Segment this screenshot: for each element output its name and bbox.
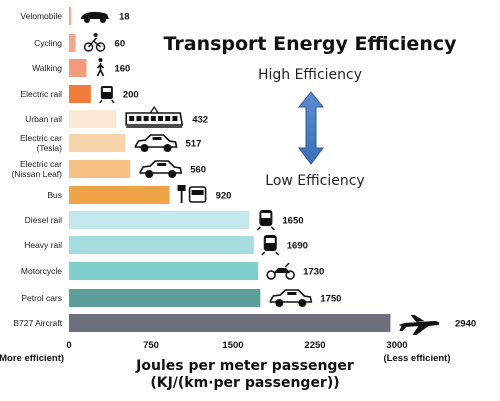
low-efficiency-label: Low Efficiency xyxy=(265,173,364,189)
high-efficiency-label: High Efficiency xyxy=(258,67,362,83)
motorcycle-icon xyxy=(266,262,295,280)
category-label-electric-car-tesla: Electric car xyxy=(20,133,62,143)
chart-title: Transport Energy Efficiency xyxy=(164,33,458,55)
value-label-cycling: 60 xyxy=(115,39,126,50)
bar-bus xyxy=(69,186,170,204)
category-label-walking: Walking xyxy=(32,63,62,73)
more-efficient-note: (More efficient) xyxy=(0,353,64,364)
category-label-petrol-cars: Petrol cars xyxy=(21,293,62,303)
value-label-bus: 920 xyxy=(216,191,232,202)
x-axis-label-line2: (KJ/(km·per passenger)) xyxy=(150,375,339,391)
category-label-heavy-rail: Heavy rail xyxy=(24,240,62,250)
bar-diesel-rail xyxy=(69,211,250,229)
category-labels-layer: Velomobile Cycling Walking Electric rail Urb… xyxy=(11,11,62,328)
value-label-electric-car-nissan-leaf: 560 xyxy=(190,165,206,176)
value-label-electric-rail: 200 xyxy=(123,90,139,101)
category-label-bus: Bus xyxy=(47,190,62,200)
x-axis-ticks-layer: 0 750 1500 2250 3000 xyxy=(66,340,407,351)
category-label-b727-aircraft: B727 Aircraft xyxy=(13,318,62,328)
category-label-diesel-rail: Diesel rail xyxy=(25,215,62,225)
category-label-electric-car-nissan-leaf: Electric car xyxy=(20,159,62,169)
bar-electric-car-tesla xyxy=(69,134,126,152)
bar-velomobile xyxy=(69,7,71,25)
value-label-petrol-cars: 1750 xyxy=(320,294,341,305)
bar-urban-rail xyxy=(69,110,117,128)
x-tick-0: 0 xyxy=(66,340,71,351)
bicycle-icon xyxy=(83,33,106,52)
bar-walking xyxy=(69,59,87,77)
value-label-heavy-rail: 1690 xyxy=(287,241,308,252)
value-label-urban-rail: 432 xyxy=(192,115,208,126)
velomobile-icon xyxy=(80,11,109,23)
pedestrian-icon xyxy=(96,58,105,77)
value-label-b727-aircraft: 2940 xyxy=(455,319,476,330)
x-tick-750: 750 xyxy=(143,340,159,351)
less-efficient-note: (Less efficient) xyxy=(383,353,450,364)
tram-icon xyxy=(125,105,184,128)
x-tick-1500: 1500 xyxy=(222,340,243,351)
car-icon xyxy=(269,289,313,307)
value-label-motorcycle: 1730 xyxy=(303,267,324,278)
category-label-cycling: Cycling xyxy=(34,38,62,48)
x-tick-2250: 2250 xyxy=(304,340,325,351)
category-label-velomobile: Velomobile xyxy=(20,11,62,21)
bar-motorcycle xyxy=(69,262,259,280)
category-label-electric-rail: Electric rail xyxy=(20,89,62,99)
category-label-electric-car-tesla-line2: (Tesla) xyxy=(36,143,62,153)
bar-b727-aircraft xyxy=(69,314,391,332)
category-label-electric-car-nissan-leaf-line2: (Nissan Leaf) xyxy=(11,169,62,179)
train-icon xyxy=(261,235,280,256)
bars-layer xyxy=(69,7,391,332)
value-labels-layer: 18 60 160 200 432 517 560 920 1650 1690 1730 1750 29… xyxy=(114,12,476,330)
value-label-walking: 160 xyxy=(114,64,130,75)
airplane-icon xyxy=(398,315,440,335)
bar-heavy-rail xyxy=(69,236,254,254)
train-icon xyxy=(256,210,275,231)
bar-electric-car-nissan-leaf xyxy=(69,160,131,178)
bar-cycling xyxy=(69,34,76,52)
x-axis-label-line1: Joules per meter passenger xyxy=(135,358,354,374)
icons-layer xyxy=(80,11,440,335)
bar-electric-rail xyxy=(69,85,91,103)
value-label-diesel-rail: 1650 xyxy=(282,216,303,227)
double-arrow-icon xyxy=(297,91,325,165)
car-icon xyxy=(139,160,183,178)
category-label-urban-rail: Urban rail xyxy=(25,114,62,124)
rail-icon xyxy=(99,86,115,104)
bar-petrol-cars xyxy=(69,289,261,307)
value-label-electric-car-tesla: 517 xyxy=(186,139,202,150)
x-tick-3000: 3000 xyxy=(386,340,407,351)
value-label-velomobile: 18 xyxy=(119,12,130,23)
category-label-motorcycle: Motorcycle xyxy=(21,266,62,276)
car-icon xyxy=(134,134,178,152)
bus-stop-icon xyxy=(177,185,207,203)
